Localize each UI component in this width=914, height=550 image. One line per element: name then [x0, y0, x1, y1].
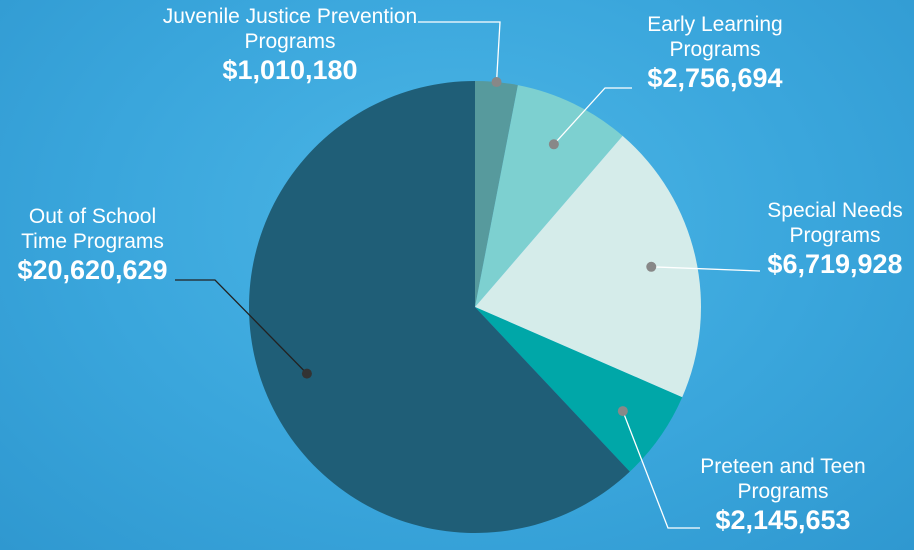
value-label: $6,719,928 [767, 249, 903, 280]
leader-dot [548, 139, 559, 150]
value-label: $20,620,629 [17, 255, 168, 286]
category-label: Preteen and Teen Programs [700, 455, 866, 504]
category-label: Early Learning Programs [647, 13, 783, 62]
leader-line [175, 279, 308, 375]
category-label: Special Needs Programs [767, 199, 903, 248]
pie-slice [249, 81, 630, 533]
slice-label: Special Needs Programs $6,719,928 [750, 198, 914, 281]
slice-label: Juvenile Justice Prevention Programs $1,0… [160, 4, 420, 87]
slice-label: Out of School Time Programs $20,620,629 [5, 204, 180, 287]
category-label: Out of School Time Programs [21, 205, 164, 254]
slice-label: Early Learning Programs $2,756,694 [615, 12, 815, 95]
leader-line [622, 410, 700, 529]
value-label: $2,756,694 [647, 63, 783, 94]
pie-slice [475, 85, 623, 307]
leader-line [553, 87, 632, 145]
pie-slice [475, 81, 518, 307]
leader-line [651, 266, 761, 272]
leader-dot [646, 261, 657, 272]
value-label: $2,145,653 [715, 505, 851, 536]
leader-dot [491, 77, 502, 88]
category-label: Juvenile Justice Prevention Programs [162, 5, 418, 54]
leader-line [418, 21, 501, 83]
leader-dot [301, 368, 312, 379]
pie-slice [475, 135, 701, 398]
slice-label: Preteen and Teen Programs $2,145,653 [673, 454, 893, 537]
value-label: $1,010,180 [222, 55, 358, 86]
leader-dot [617, 406, 628, 417]
